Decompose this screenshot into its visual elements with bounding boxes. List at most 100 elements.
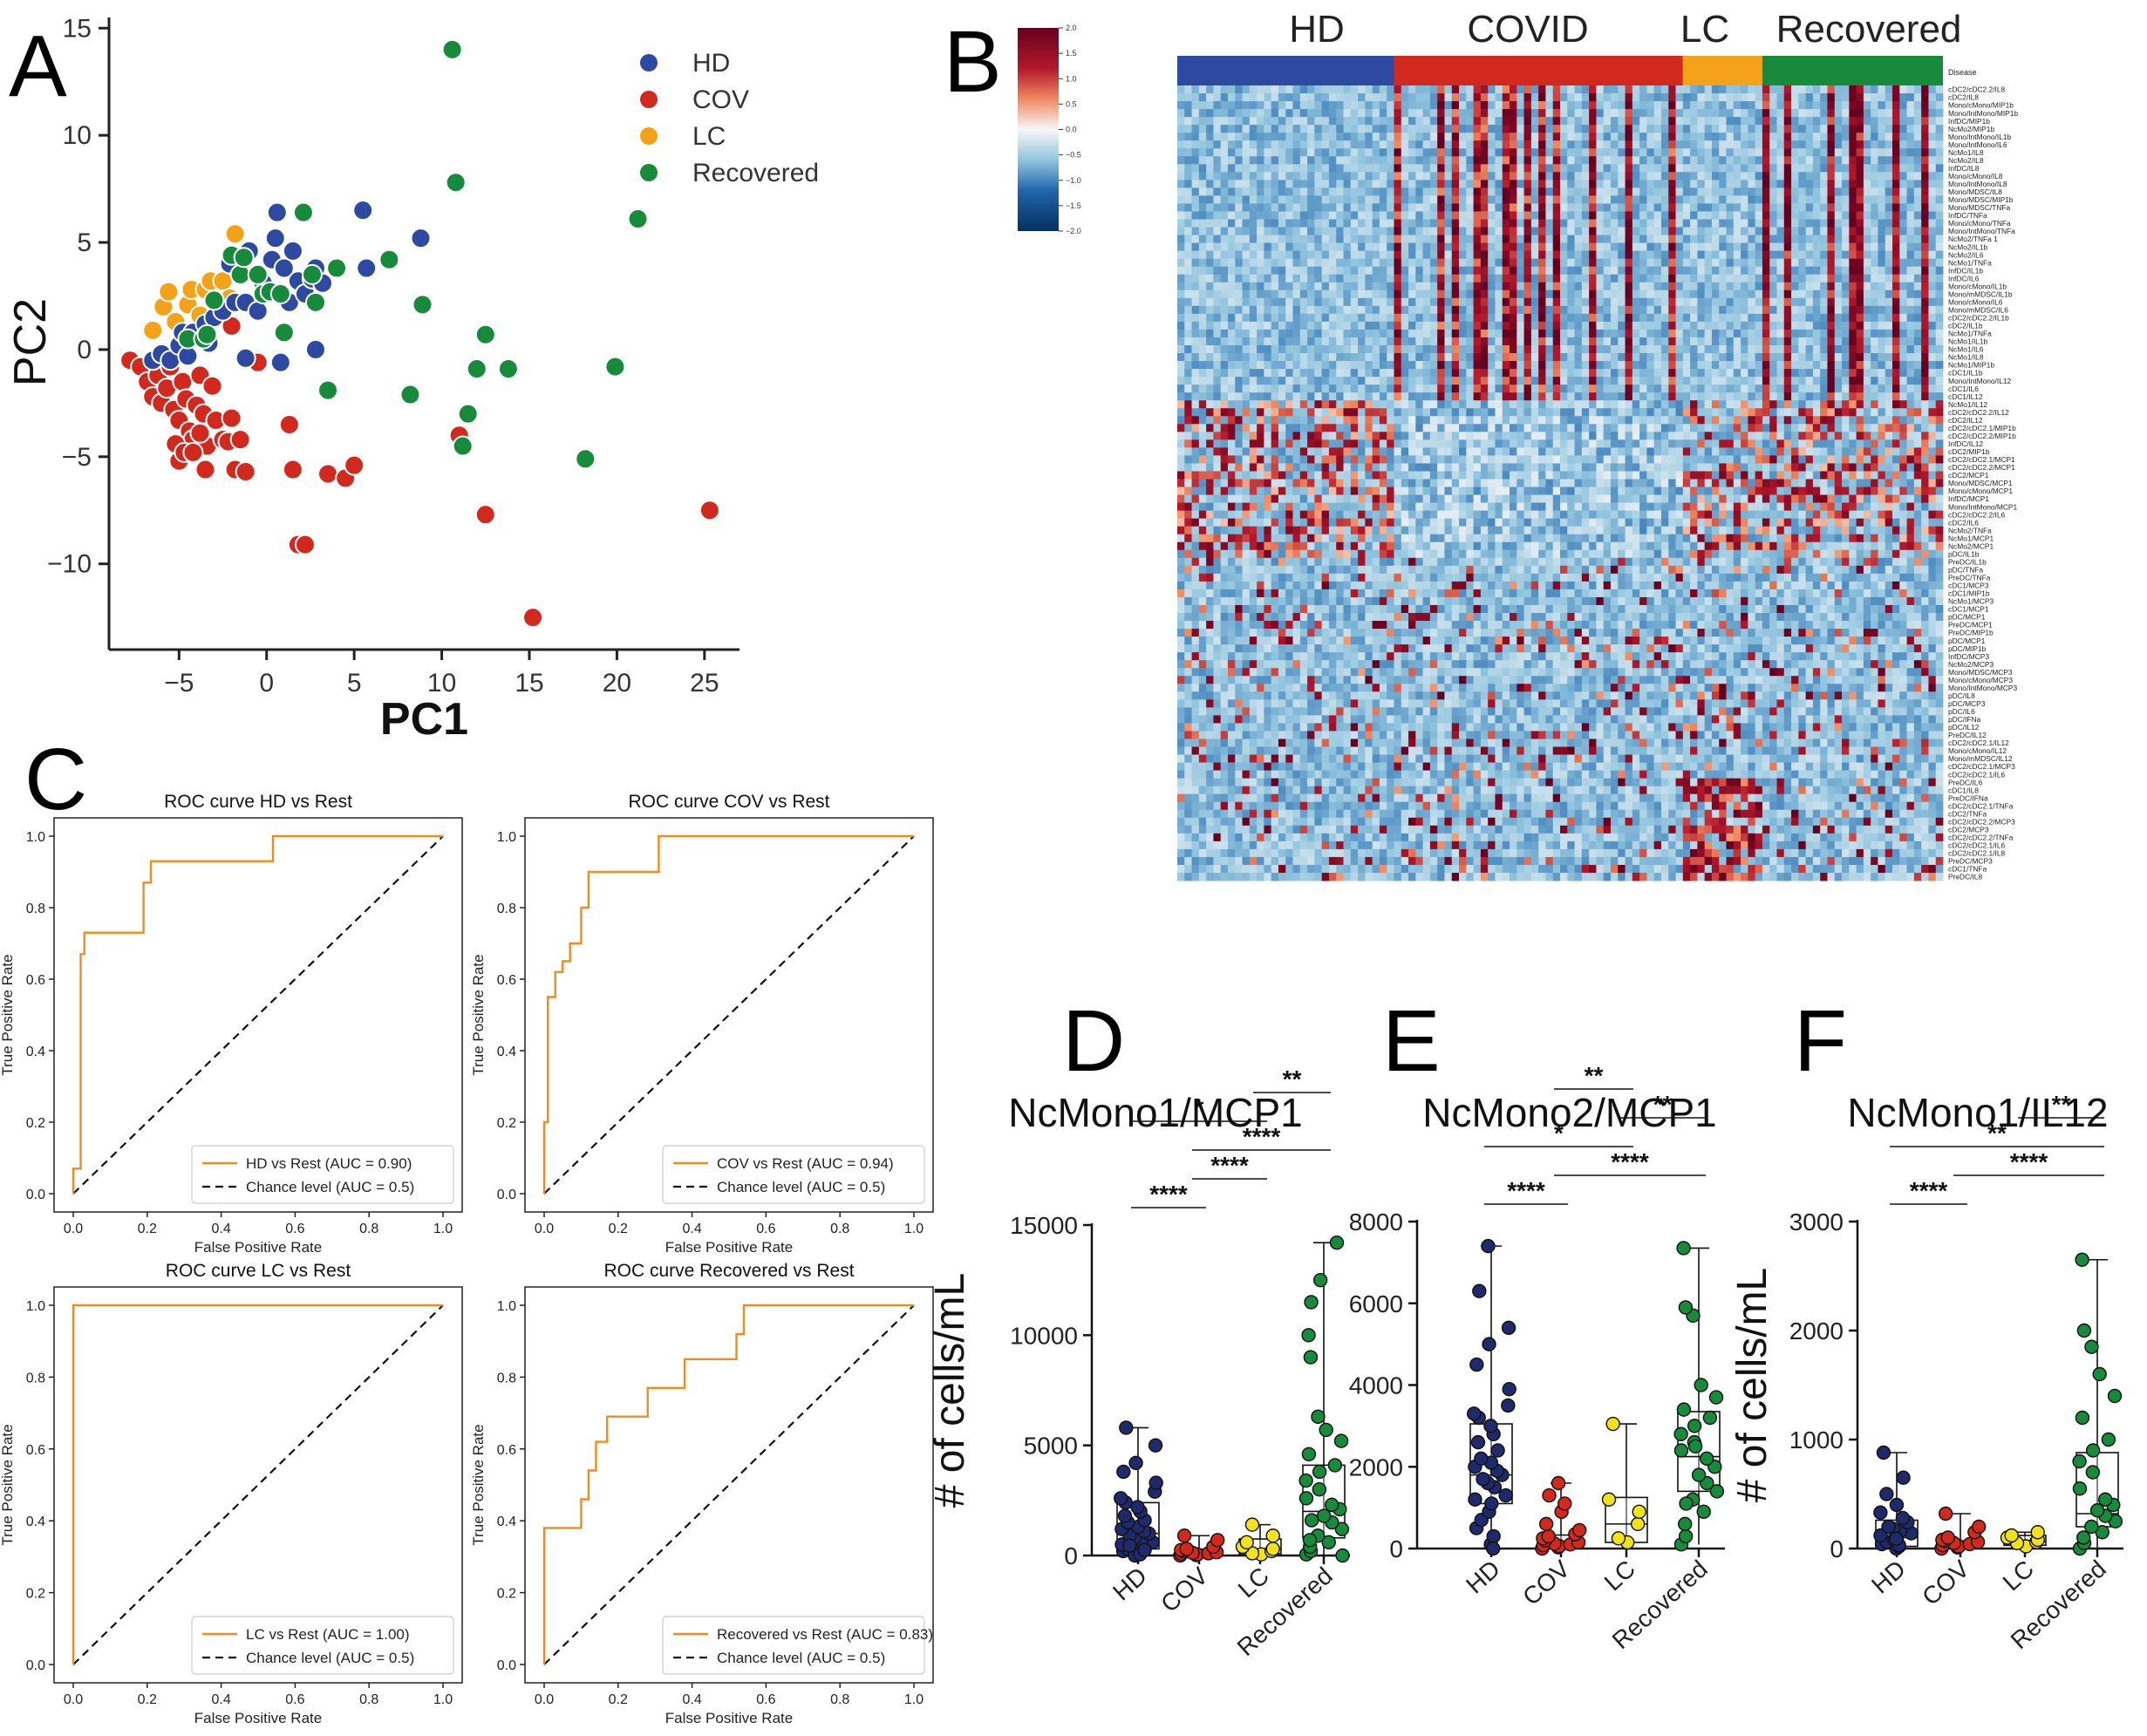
heatmap-cell <box>1596 377 1605 385</box>
heatmap-cell <box>1791 227 1799 235</box>
heatmap-cell <box>1459 377 1467 385</box>
heatmap-cell <box>1480 377 1489 385</box>
heatmap-cell <box>1892 432 1900 440</box>
heatmap-cell <box>1235 235 1243 243</box>
heatmap-cell <box>1285 385 1293 393</box>
heatmap-cell <box>1928 85 1937 94</box>
heatmap-cell <box>1906 353 1915 362</box>
heatmap-cell <box>1198 227 1207 235</box>
heatmap-cell <box>1913 242 1922 252</box>
heatmap-cell <box>1444 266 1453 276</box>
heatmap-cell <box>1878 195 1886 204</box>
heatmap-cell <box>1206 424 1214 432</box>
heatmap-cell <box>1502 156 1510 165</box>
heatmap-cell <box>1892 242 1900 252</box>
heatmap-cell <box>1523 109 1532 118</box>
heatmap-cell <box>1660 313 1669 323</box>
heatmap-cell <box>1791 369 1799 378</box>
heatmap-cell <box>1328 274 1337 283</box>
heatmap-cell <box>1741 408 1748 417</box>
heatmap-cell <box>1646 211 1655 220</box>
heatmap-cell <box>1466 329 1474 338</box>
heatmap-cell <box>1682 242 1691 252</box>
heatmap-cell <box>1798 258 1807 268</box>
heatmap-cell <box>1625 187 1633 196</box>
heatmap-cell <box>1704 416 1713 425</box>
heatmap-cell <box>1834 109 1843 118</box>
heatmap-cell <box>1184 432 1192 440</box>
heatmap-cell <box>1401 385 1409 393</box>
heatmap-cell <box>1711 385 1720 393</box>
heatmap-cell <box>1429 416 1438 425</box>
heatmap-cell <box>1387 361 1394 370</box>
heatmap-cell <box>1791 344 1799 354</box>
heatmap-cell <box>1451 180 1460 188</box>
heatmap-cell <box>1394 227 1402 235</box>
heatmap-cell <box>1704 187 1713 196</box>
heatmap-cell <box>1776 305 1785 315</box>
heatmap-cell <box>1387 140 1394 149</box>
heatmap-cell <box>1567 289 1575 299</box>
heatmap-cell <box>1567 313 1575 323</box>
heatmap-cell <box>1299 187 1308 196</box>
heatmap-cell <box>1264 235 1272 243</box>
heatmap-cell <box>1741 424 1748 432</box>
heatmap-cell <box>1552 187 1561 196</box>
heatmap-cell <box>1560 85 1568 94</box>
heatmap-cell <box>1769 219 1777 228</box>
heatmap-cell <box>1365 101 1373 110</box>
heatmap-cell <box>1748 408 1756 417</box>
heatmap-cell <box>1495 219 1503 228</box>
heatmap-cell <box>1682 424 1691 432</box>
heatmap-cell <box>1429 377 1438 385</box>
heatmap-cell <box>1560 392 1568 401</box>
heatmap-cell <box>1299 344 1308 354</box>
heatmap-cell <box>1589 344 1597 354</box>
heatmap-cell <box>1206 93 1214 102</box>
heatmap-cell <box>1387 93 1394 102</box>
heatmap-cell <box>1321 274 1330 283</box>
heatmap-cell <box>1668 85 1676 94</box>
heatmap-cell <box>1827 392 1836 401</box>
heatmap-cell <box>1387 250 1394 260</box>
heatmap-cell <box>1618 408 1626 417</box>
heatmap-cell <box>1668 148 1676 157</box>
heatmap-cell <box>1827 117 1836 126</box>
heatmap-cell <box>1646 187 1655 196</box>
heatmap-cell <box>1220 337 1229 346</box>
heatmap-cell <box>1466 313 1474 323</box>
heatmap-cell <box>1863 101 1871 110</box>
heatmap-cell <box>1451 203 1460 212</box>
heatmap-cell <box>1748 140 1756 149</box>
heatmap-cell <box>1574 337 1583 346</box>
heatmap-cell <box>1726 187 1735 196</box>
heatmap-cell <box>1906 282 1915 291</box>
heatmap-cell <box>1545 235 1554 243</box>
heatmap-cell <box>1538 337 1546 346</box>
heatmap-cell <box>1596 125 1605 133</box>
heatmap-cell <box>1928 274 1937 283</box>
heatmap-cell <box>1856 353 1864 362</box>
heatmap-cell <box>1437 227 1445 235</box>
heatmap-cell <box>1502 329 1510 338</box>
heatmap-cell <box>1502 117 1510 126</box>
heatmap-cell <box>1842 227 1850 235</box>
heatmap-cell <box>1798 377 1807 385</box>
heatmap-cell <box>1321 369 1330 378</box>
heatmap-cell <box>1668 337 1676 346</box>
heatmap-cell <box>1776 274 1785 283</box>
heatmap-cell <box>1660 424 1669 432</box>
heatmap-cell <box>1719 313 1727 323</box>
heatmap-cell <box>1913 313 1922 323</box>
heatmap-cell <box>1206 297 1214 307</box>
heatmap-cell <box>1350 93 1359 102</box>
heatmap-cell <box>1429 432 1438 440</box>
heatmap-cell <box>1343 211 1352 220</box>
heatmap-cell <box>1473 337 1482 346</box>
heatmap-cell <box>1741 321 1748 330</box>
heatmap-cell <box>1834 282 1843 291</box>
heatmap-cell <box>1480 297 1489 307</box>
heatmap-cell <box>1928 408 1937 417</box>
heatmap-cell <box>1257 187 1264 196</box>
